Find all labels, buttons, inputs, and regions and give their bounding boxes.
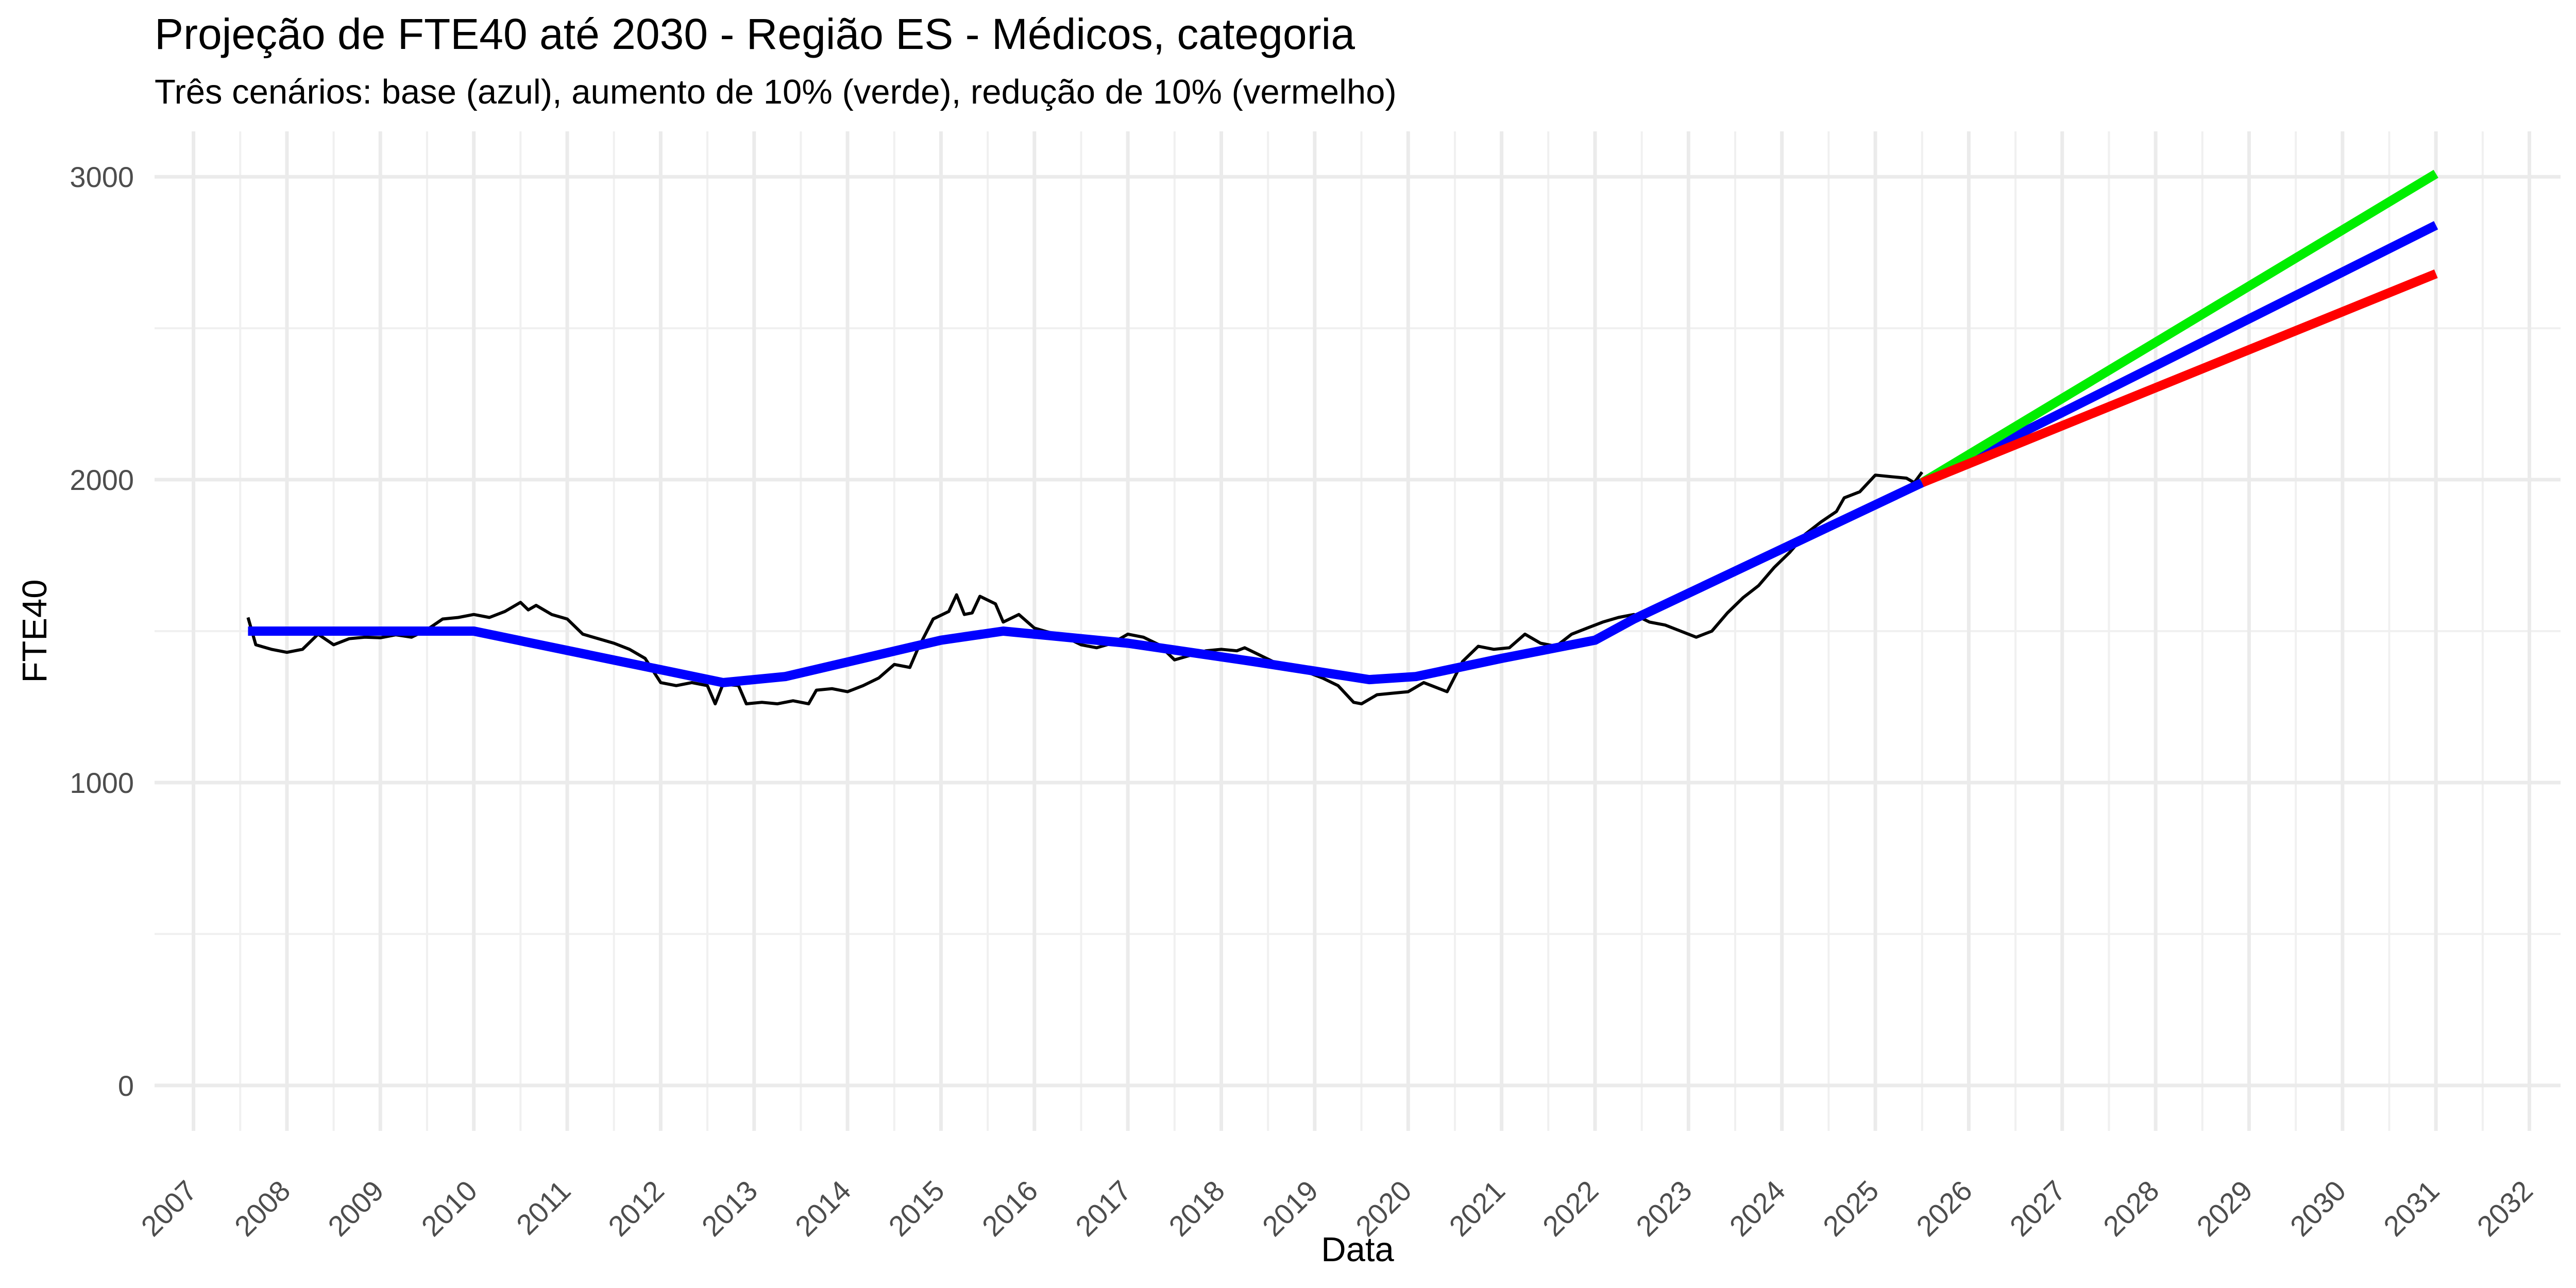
x-tick-label: 2010 bbox=[415, 1174, 483, 1243]
x-tick-label: 2015 bbox=[882, 1174, 951, 1243]
x-axis-title: Data bbox=[1321, 1230, 1394, 1269]
chart-subtitle: Três cenários: base (azul), aumento de 1… bbox=[155, 73, 1397, 111]
y-axis-ticks: 0 1000 2000 3000 bbox=[70, 161, 134, 1102]
y-tick-label: 2000 bbox=[70, 464, 134, 496]
x-tick-label: 2011 bbox=[510, 1174, 577, 1241]
x-tick-label: 2025 bbox=[1817, 1174, 1885, 1243]
x-tick-label: 2013 bbox=[696, 1174, 764, 1243]
x-tick-label: 2024 bbox=[1723, 1174, 1792, 1243]
x-tick-label: 2019 bbox=[1256, 1174, 1325, 1243]
x-tick-label: 2012 bbox=[602, 1174, 670, 1243]
grid-minor-lines bbox=[155, 131, 2561, 1131]
y-tick-label: 0 bbox=[118, 1070, 134, 1102]
x-tick-label: 2028 bbox=[2097, 1174, 2165, 1243]
x-tick-label: 2026 bbox=[1910, 1174, 1978, 1243]
x-tick-label: 2016 bbox=[976, 1174, 1044, 1243]
x-tick-label: 2022 bbox=[1536, 1174, 1605, 1243]
x-tick-label: 2023 bbox=[1630, 1174, 1698, 1243]
grid-major-lines bbox=[155, 131, 2561, 1131]
x-tick-label: 2029 bbox=[2190, 1174, 2259, 1243]
x-tick-label: 2007 bbox=[134, 1174, 203, 1243]
x-tick-label: 2021 bbox=[1443, 1174, 1511, 1243]
y-tick-label: 3000 bbox=[70, 161, 134, 193]
series-line-3 bbox=[1920, 269, 2438, 487]
series-line-1 bbox=[248, 221, 2438, 687]
x-tick-label: 2030 bbox=[2284, 1174, 2352, 1243]
x-tick-label: 2027 bbox=[2004, 1174, 2072, 1243]
y-axis-title: FTE40 bbox=[15, 579, 54, 683]
series-line-2 bbox=[1920, 170, 2438, 487]
x-tick-label: 2009 bbox=[321, 1174, 390, 1243]
x-tick-label: 2017 bbox=[1069, 1174, 1138, 1243]
series-layer bbox=[246, 170, 2438, 706]
series-line-0 bbox=[246, 471, 1924, 706]
x-tick-label: 2031 bbox=[2377, 1174, 2446, 1243]
x-tick-label: 2014 bbox=[789, 1174, 857, 1243]
y-tick-label: 1000 bbox=[70, 767, 134, 799]
chart-title: Projeção de FTE40 até 2030 - Região ES -… bbox=[155, 10, 1355, 58]
x-tick-label: 2032 bbox=[2470, 1174, 2539, 1243]
x-tick-label: 2018 bbox=[1162, 1174, 1231, 1243]
x-tick-label: 2008 bbox=[228, 1174, 297, 1243]
